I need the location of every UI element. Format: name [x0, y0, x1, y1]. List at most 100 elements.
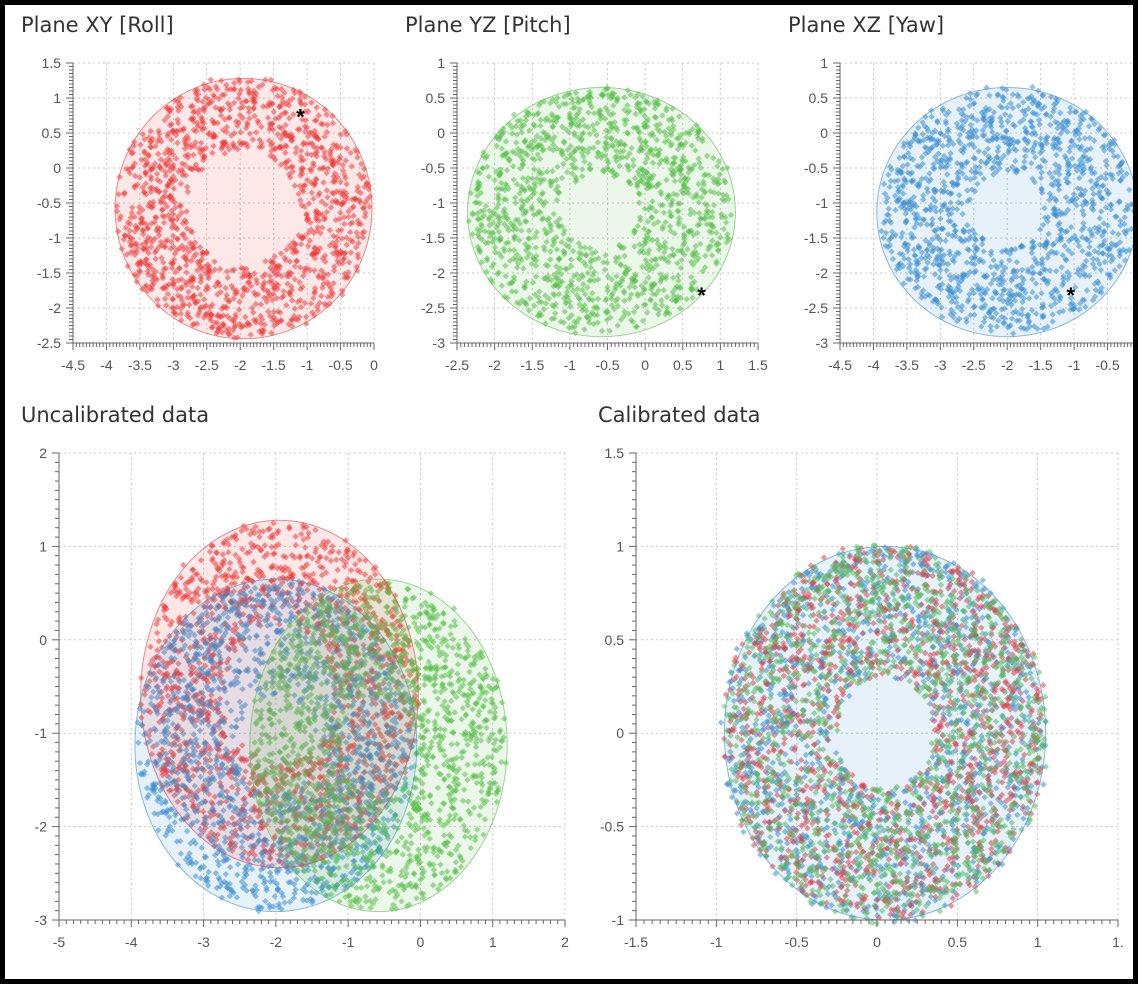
data-point: [203, 248, 210, 256]
x-tick-label: -1.5: [520, 357, 544, 373]
data-point: [126, 227, 133, 234]
data-point: [177, 203, 184, 210]
data-point: [128, 209, 135, 217]
data-point: [705, 172, 713, 179]
data-point: [1022, 289, 1029, 296]
data-point: [143, 221, 150, 228]
data-point: [1034, 325, 1041, 332]
data-point: [1048, 181, 1055, 188]
data-point: [693, 191, 700, 198]
data-point: [920, 216, 927, 223]
data-point: [571, 104, 579, 111]
data-point: [502, 181, 509, 188]
data-point: [164, 183, 171, 190]
data-point: [532, 262, 540, 269]
data-point: [120, 236, 127, 243]
data-point: [326, 242, 334, 249]
data-point: [311, 180, 318, 187]
data-point: [187, 141, 194, 148]
data-point: [983, 272, 991, 279]
data-point: [556, 278, 564, 285]
data-point: [244, 143, 251, 150]
data-point: [197, 291, 204, 298]
data-point: [506, 280, 513, 287]
data-point: [939, 105, 947, 112]
data-point: [610, 90, 618, 97]
data-point: [1016, 119, 1024, 126]
data-point: [241, 287, 248, 295]
plane-xz-yaw-panel: Plane XZ [Yaw] * -4.5 -4 -3.5 -3 -2.5 -2 -1.5 -1…: [788, 13, 1133, 385]
data-point: [498, 145, 505, 152]
data-point: [358, 160, 365, 168]
data-point: [998, 248, 1006, 255]
data-point: [649, 198, 656, 205]
data-point: [179, 231, 186, 238]
data-point: [318, 144, 325, 152]
data-point: [260, 286, 268, 293]
data-point: [597, 107, 604, 114]
data-point: [177, 305, 185, 312]
data-point: [506, 247, 513, 254]
data-point: [345, 259, 353, 266]
data-point: [1060, 275, 1067, 283]
data-point: [206, 100, 213, 107]
data-point: [579, 96, 587, 104]
data-point: [199, 98, 207, 105]
data-point: [1114, 153, 1121, 160]
data-point: [1056, 207, 1063, 215]
data-point: [288, 283, 295, 290]
data-point: [173, 155, 180, 162]
data-point: [223, 123, 230, 131]
data-point: [989, 295, 996, 302]
data-point: [311, 285, 319, 292]
data-point: [153, 185, 160, 193]
data-point: [517, 165, 524, 172]
data-point: [324, 165, 332, 172]
data-point: [995, 144, 1002, 151]
data-point: [181, 301, 188, 308]
data-point: [657, 278, 664, 285]
data-point: [329, 112, 336, 120]
data-point: [1064, 128, 1071, 135]
data-point: [881, 190, 889, 197]
data-point: [194, 267, 201, 274]
data-point: [307, 179, 315, 186]
data-point: [160, 265, 168, 273]
data-point: [490, 260, 497, 268]
data-point: [987, 313, 995, 321]
data-point: [190, 118, 197, 125]
data-point: [180, 246, 187, 253]
data-point: [240, 140, 248, 147]
y-tick-label: 0.5: [426, 90, 446, 106]
data-point: [236, 90, 243, 98]
data-point: [287, 292, 294, 299]
data-point: [239, 322, 246, 330]
data-point: [482, 239, 489, 247]
data-point: [339, 260, 346, 267]
data-point: [701, 200, 709, 208]
data-point: [1024, 314, 1031, 321]
data-point: [540, 306, 548, 313]
data-point: [189, 283, 196, 290]
data-point: [144, 268, 151, 275]
data-point: [654, 97, 661, 104]
data-point: [196, 305, 204, 313]
data-point: [934, 119, 941, 126]
data-point: [586, 98, 593, 105]
data-point: [113, 202, 121, 210]
data-point: [1111, 141, 1118, 148]
data-point: [161, 150, 169, 157]
data-point: [130, 142, 137, 150]
data-point: [1009, 121, 1017, 128]
data-point: [174, 285, 181, 293]
data-point: [321, 106, 329, 113]
data-point: [495, 228, 503, 235]
data-point: [207, 76, 214, 83]
data-point: [505, 227, 512, 234]
data-point: [543, 168, 551, 175]
data-point: [310, 160, 317, 167]
data-point: [333, 199, 340, 206]
data-point: [1071, 142, 1078, 149]
data-point: [710, 178, 718, 186]
data-point: [1102, 204, 1110, 211]
